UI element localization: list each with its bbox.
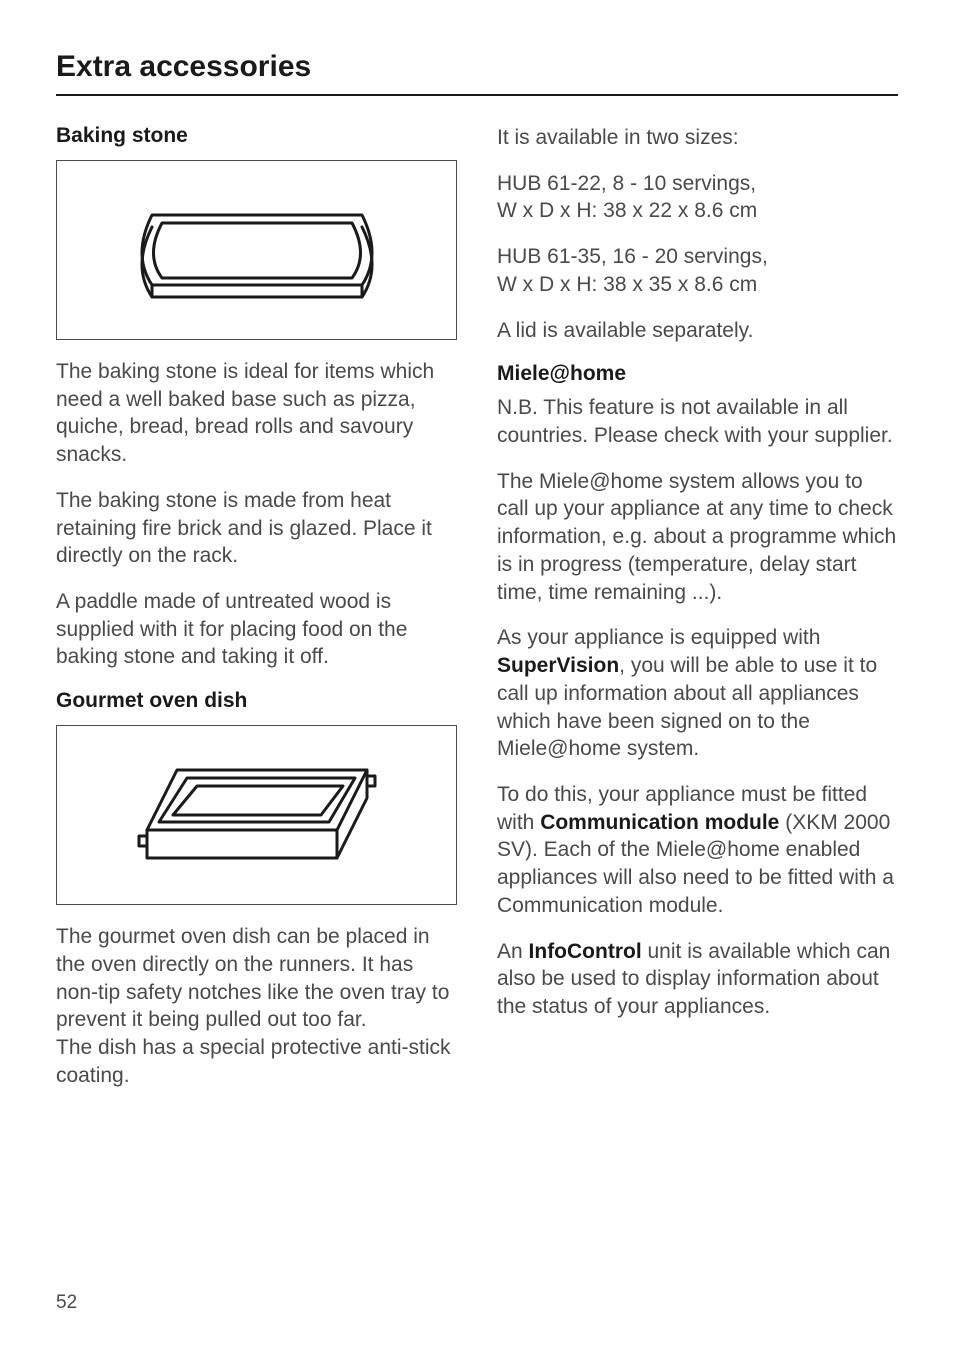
baking-stone-p2: The baking stone is made from heat retai… [56,487,457,570]
miele-p3: As your appliance is equipped with Super… [497,624,898,763]
baking-stone-p1: The baking stone is ideal for items whic… [56,358,457,469]
right-column: It is available in two sizes: HUB 61-22,… [497,124,898,1108]
baking-stone-icon [107,175,407,325]
miele-p2: The Miele@home system allows you to call… [497,468,898,607]
infocontrol-bold: InfoControl [529,940,642,963]
left-column: Baking stone The baking stone is ideal f… [56,124,457,1108]
lid-note: A lid is available separately. [497,317,898,345]
miele-p3a: As your appliance is equipped with [497,626,820,649]
page-title: Extra accessories [56,50,898,96]
page-number: 52 [56,1292,77,1314]
communication-module-bold: Communication module [540,811,779,834]
baking-stone-heading: Baking stone [56,124,457,148]
gourmet-p2: The dish has a special protective anti-s… [56,1034,457,1089]
miele-p1: N.B. This feature is not available in al… [497,394,898,449]
gourmet-heading: Gourmet oven dish [56,689,457,713]
miele-p5a: An [497,940,529,963]
size-2: HUB 61-35, 16 - 20 servings, W x D x H: … [497,243,898,298]
miele-p5: An InfoControl unit is available which c… [497,938,898,1021]
size-1-line-b: W x D x H: 38 x 22 x 8.6 cm [497,199,757,222]
gourmet-illustration [56,725,457,905]
size-2-line-a: HUB 61-35, 16 - 20 servings, [497,245,768,268]
sizes-intro: It is available in two sizes: [497,124,898,152]
oven-dish-icon [107,740,407,890]
miele-p4: To do this, your appliance must be fitte… [497,781,898,920]
size-1: HUB 61-22, 8 - 10 servings, W x D x H: 3… [497,170,898,225]
gourmet-p1: The gourmet oven dish can be placed in t… [56,923,457,1034]
content-columns: Baking stone The baking stone is ideal f… [56,124,898,1108]
miele-heading: Miele@home [497,362,898,386]
size-1-line-a: HUB 61-22, 8 - 10 servings, [497,172,756,195]
baking-stone-illustration [56,160,457,340]
size-2-line-b: W x D x H: 38 x 35 x 8.6 cm [497,273,757,296]
baking-stone-p3: A paddle made of untreated wood is suppl… [56,588,457,671]
supervision-bold: SuperVision [497,654,619,677]
